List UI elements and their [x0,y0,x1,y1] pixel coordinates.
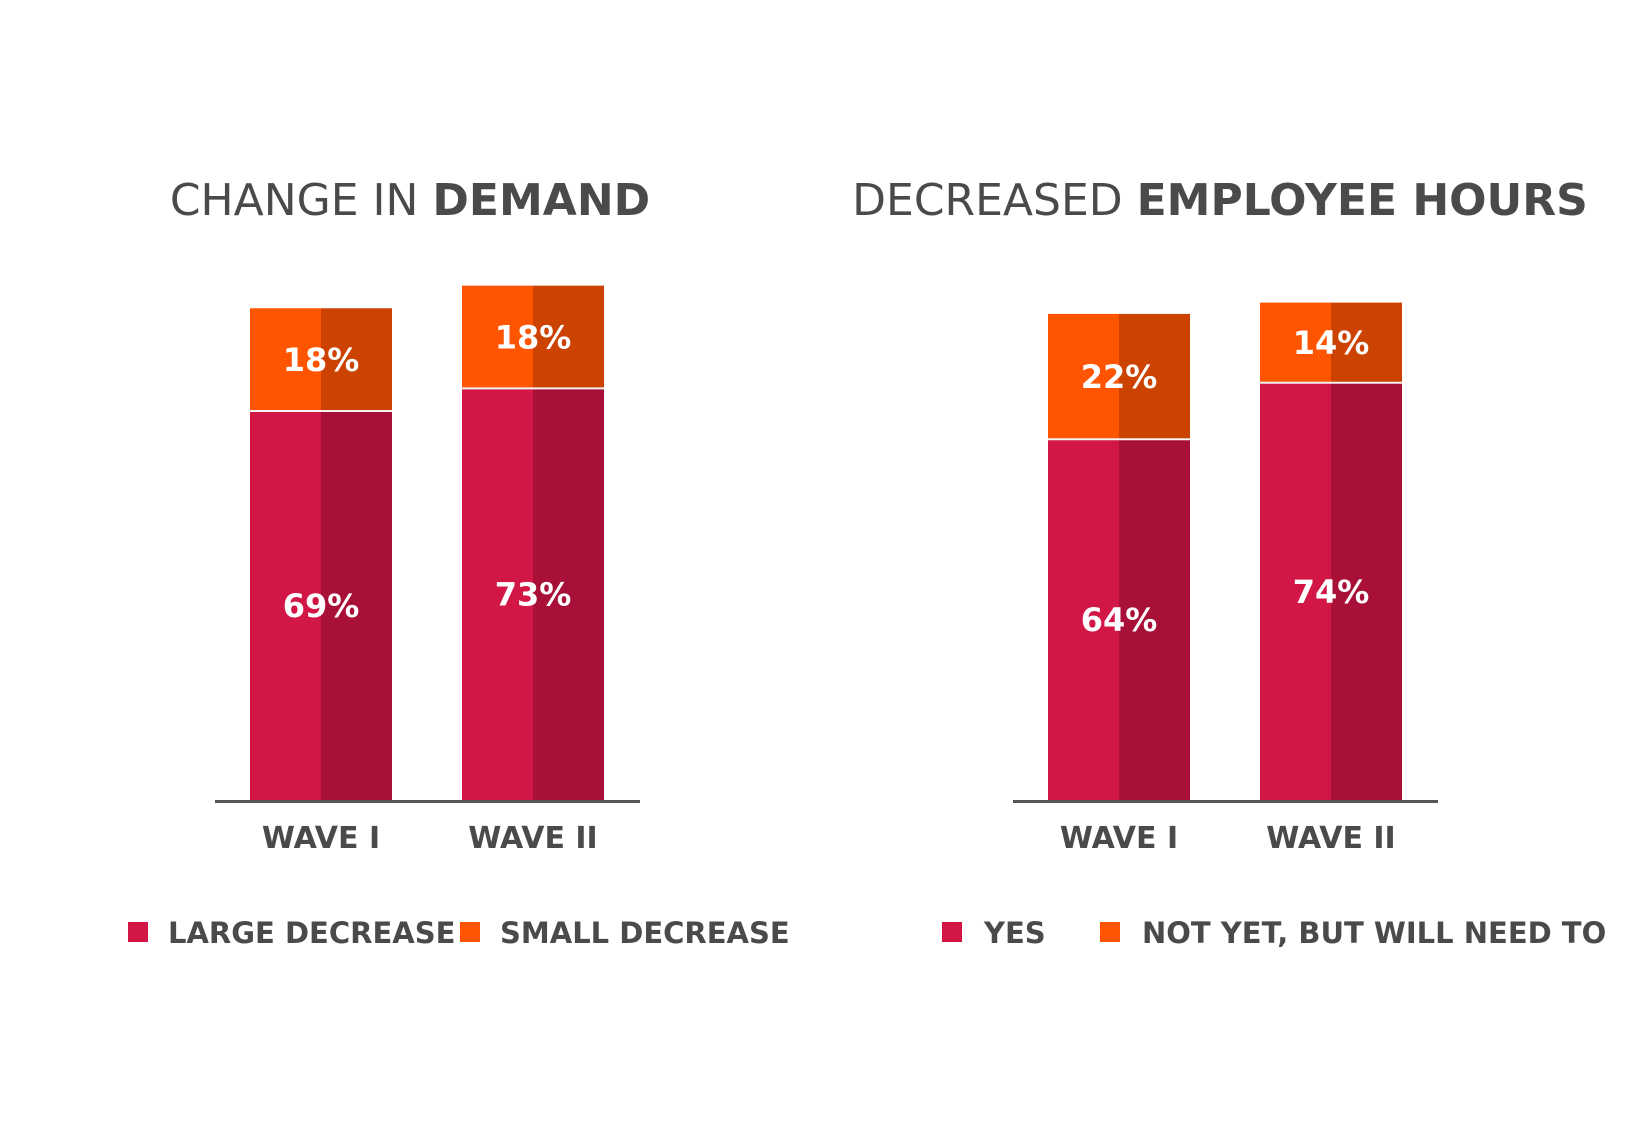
legend-swatch [1100,922,1120,942]
bar-segment [1260,302,1402,382]
bar-segment-left [1048,438,1119,800]
legend-label: SMALL DECREASE [500,916,790,950]
chart-change-in-demand: CHANGE IN DEMAND 69% 18% 73% 18% WAVE I WAVE I… [128,175,790,950]
data-label: 74% [1293,573,1370,611]
legend-label: LARGE DECREASE [168,916,455,950]
chart-title: DECREASED EMPLOYEE HOURS [852,175,1588,226]
chart-title-light: CHANGE IN [170,175,433,226]
legend-swatch [460,922,480,942]
bar-segment-right [1119,438,1190,800]
bar-segment-right [1119,313,1190,439]
data-label: 18% [495,319,572,357]
bar-segment [1260,381,1402,800]
chart-panel-employee-hours: DECREASED EMPLOYEE HOURS 64% 22% 74% 14% WAVE… [820,0,1639,1125]
bar-segment-left [462,285,533,388]
chart-title-bold: EMPLOYEE HOURS [1137,175,1588,226]
x-tick-label: WAVE II [1266,821,1395,856]
bar-segment [1048,438,1190,800]
x-tick-label: WAVE I [262,821,380,856]
legend-label: YES [983,916,1046,950]
data-label: 14% [1293,324,1370,362]
bar-segment-right [533,387,604,800]
legend-swatch [942,922,962,942]
bar-segment-left [462,387,533,800]
bar-segment-right [533,285,604,388]
bar-segment-left [1260,381,1331,800]
data-label: 69% [283,587,360,625]
data-label: 73% [495,576,572,614]
chart-title: CHANGE IN DEMAND [170,175,650,226]
bar-segment [250,410,392,800]
legend-label: NOT YET, BUT WILL NEED TO [1142,916,1606,950]
data-label: 18% [283,341,360,379]
x-tick-label: WAVE II [468,821,597,856]
bar-segment-left [250,410,321,800]
bar-segment [462,285,604,388]
bar-segment-left [1260,302,1331,382]
bar-segment-right [321,308,392,410]
data-label: 64% [1081,601,1158,639]
bar-segment-left [250,308,321,410]
chart-panel-demand: CHANGE IN DEMAND 69% 18% 73% 18% WAVE I WAVE I… [128,175,790,950]
chart-decreased-employee-hours: DECREASED EMPLOYEE HOURS 64% 22% 74% 14% WAVE… [852,175,1606,950]
bar-segment-right [1331,302,1402,382]
chart-title-light: DECREASED [852,175,1136,226]
bar-segment [1048,313,1190,439]
bar-segment [462,387,604,800]
chart-title-bold: DEMAND [432,175,650,226]
bar-segment-right [1331,381,1402,800]
bar-segment-right [321,410,392,800]
data-label: 22% [1081,358,1158,396]
bar-segment-left [1048,313,1119,439]
bar-segment [250,308,392,410]
legend-swatch [128,922,148,942]
x-tick-label: WAVE I [1060,821,1178,856]
